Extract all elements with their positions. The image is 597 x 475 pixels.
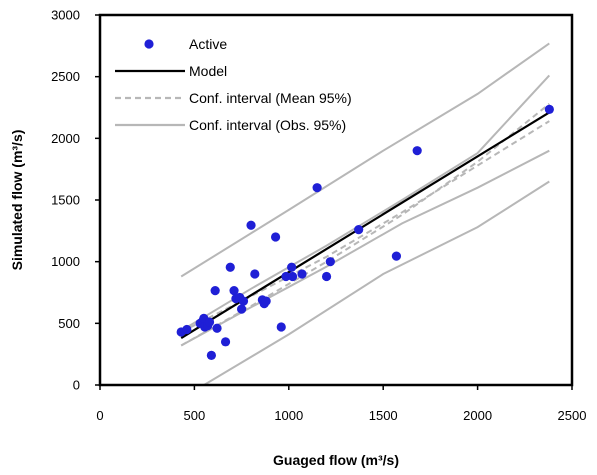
y-tick-label: 1500	[51, 193, 80, 208]
y-tick-label: 500	[58, 316, 80, 331]
scatter-point	[220, 337, 231, 347]
scatter-point	[312, 183, 322, 193]
scatter-point	[287, 262, 297, 272]
scatter-point	[229, 286, 239, 296]
x-tick-label: 2000	[463, 408, 492, 423]
scatter-point	[544, 104, 554, 114]
y-tick-label: 3000	[51, 8, 80, 23]
scatter-point	[237, 304, 247, 314]
scatter-point	[287, 271, 298, 282]
scatter-point	[297, 269, 307, 279]
scatter-point	[210, 286, 220, 296]
scatter-point	[412, 146, 422, 156]
points-layer	[176, 104, 554, 360]
scatter-point	[270, 232, 281, 242]
legend-label: Conf. interval (Obs. 95%)	[189, 117, 346, 133]
y-tick-label: 2500	[51, 69, 80, 84]
scatter-point	[225, 262, 235, 272]
scatter-point	[250, 269, 260, 279]
series-2-line-1	[180, 103, 550, 347]
scatter-point	[246, 220, 256, 230]
x-tick-label: 2500	[558, 408, 587, 423]
legend-marker-active	[144, 39, 154, 49]
x-axis-title: Guaged flow (m³/s)	[273, 452, 399, 468]
scatter-point	[212, 323, 222, 333]
y-tick-label: 0	[73, 378, 80, 393]
scatter-point	[182, 324, 192, 335]
scatter-point	[276, 322, 286, 332]
x-tick-label: 1500	[369, 408, 398, 423]
legend-label: Conf. interval (Mean 95%)	[189, 90, 352, 106]
y-tick-label: 2000	[51, 131, 80, 146]
ticks-layer: 0 500 1000 1500 2000 2500 0 500 1000 1500 2000 2500…	[51, 8, 586, 424]
series-3-line-3	[180, 149, 550, 347]
y-tick-label: 1000	[51, 254, 80, 269]
scatter-point	[354, 225, 364, 235]
series-3-line-1	[202, 180, 550, 385]
scatter-point	[325, 257, 335, 267]
scatter-point	[204, 317, 215, 327]
model-line	[180, 111, 550, 340]
y-axis-title: Simulated flow (m³/s)	[9, 130, 25, 271]
x-tick-label: 1000	[274, 408, 303, 423]
scatter-point	[206, 350, 216, 360]
x-tick-label: 0	[96, 408, 103, 423]
scatter-point	[238, 296, 249, 306]
scatter-point	[261, 296, 271, 306]
x-tick-label: 500	[184, 408, 206, 423]
series-3-line-0	[180, 42, 550, 278]
legend-label: Model	[189, 63, 227, 79]
legend-label: Active	[189, 36, 227, 52]
legend: Active Model Conf. interval (Mean 95%) Conf…	[115, 36, 352, 133]
scatter-point	[281, 271, 291, 282]
scatter-point	[321, 271, 332, 282]
scatter-point	[391, 251, 402, 261]
